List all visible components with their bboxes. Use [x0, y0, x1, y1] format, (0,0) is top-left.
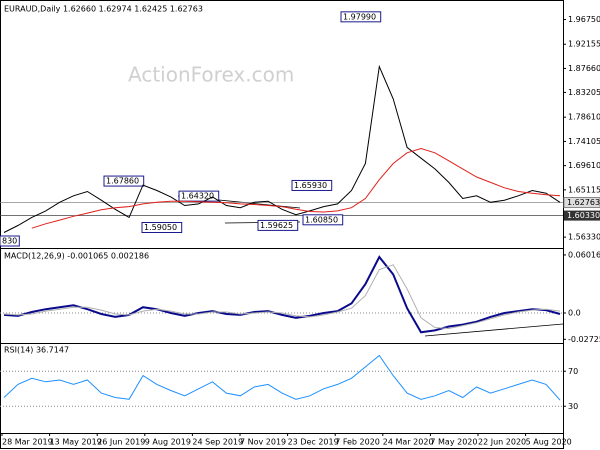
x-tick-label: 7 Nov 2019 — [240, 438, 286, 447]
x-tick-label: 24 Mar 2020 — [383, 438, 434, 447]
annotation-label: 1.59625 — [260, 221, 293, 230]
y-tick-label: -0.02725 — [568, 335, 600, 344]
y-tick-label: 1.92155 — [568, 40, 600, 49]
annotation-label: 1.67860 — [106, 177, 139, 186]
macd-line — [3, 255, 561, 334]
y-tick-label: 0.0 — [568, 309, 581, 318]
trendline — [424, 323, 564, 337]
y-tick-label: 1.56330 — [568, 233, 600, 242]
watermark: ActionForex.com — [128, 63, 294, 87]
x-tick-label: 9 Aug 2019 — [145, 438, 191, 447]
current-price-box — [563, 197, 600, 209]
support-label: 1.60330 — [567, 211, 600, 220]
x-tick-label: 5 Aug 2020 — [526, 438, 572, 447]
chart-title: EURAUD,Daily 1.62660 1.62974 1.62425 1.6… — [4, 5, 203, 14]
annotation-label: 1.97990 — [343, 12, 376, 21]
y-tick-label: 1.65115 — [568, 185, 600, 194]
annotation-label: 1.60850 — [305, 215, 338, 224]
signal-line — [3, 264, 561, 330]
x-tick-label: 23 Dec 2019 — [288, 438, 339, 447]
annotation-box — [0, 235, 20, 247]
x-tick-label: 13 May 2019 — [50, 438, 102, 447]
price-line — [3, 64, 561, 233]
chart-frame — [0, 0, 564, 449]
panel-title: MACD(12,26,9) -0.001065 0.002186 — [4, 252, 149, 261]
y-tick-label: 30 — [568, 402, 578, 411]
annotation-box — [291, 179, 333, 191]
annotation-box — [257, 219, 299, 231]
rsi-line — [3, 354, 561, 401]
y-tick-label: 1.74105 — [568, 137, 600, 146]
y-tick-label: 1.69610 — [568, 161, 600, 170]
x-tick-label: 26 Jun 2019 — [97, 438, 145, 447]
y-tick-label: 70 — [568, 367, 578, 376]
y-tick-label: 0.060165 — [568, 250, 600, 259]
annotation-label: 1.65930 — [294, 181, 327, 190]
moving-average — [31, 147, 561, 229]
y-tick-label: 1.83205 — [568, 88, 600, 97]
annotation-label: 1.59050 — [144, 223, 177, 232]
annotation-box — [178, 190, 220, 202]
x-tick-label: 24 Sep 2019 — [192, 438, 243, 447]
annotation-label: 830 — [2, 237, 17, 246]
support-box — [564, 210, 600, 221]
panel-title: RSI(14) 36.7147 — [4, 346, 69, 355]
x-tick-label: 22 Jun 2020 — [478, 438, 526, 447]
x-tick-label: 28 Mar 2019 — [2, 438, 53, 447]
annotation-box — [141, 222, 183, 233]
annotation-box — [302, 214, 344, 226]
annotation-box — [103, 175, 145, 187]
x-tick-label: 7 May 2020 — [430, 438, 477, 447]
current-price-label: 1.62763 — [567, 198, 600, 207]
y-tick-label: 1.78610 — [568, 113, 600, 122]
y-tick-label: 1.96750 — [568, 15, 600, 24]
x-tick-label: 7 Feb 2020 — [335, 438, 380, 447]
annotation-box — [340, 11, 382, 23]
y-tick-label: 1.87660 — [568, 64, 600, 73]
annotation-label: 1.64320 — [181, 192, 214, 201]
